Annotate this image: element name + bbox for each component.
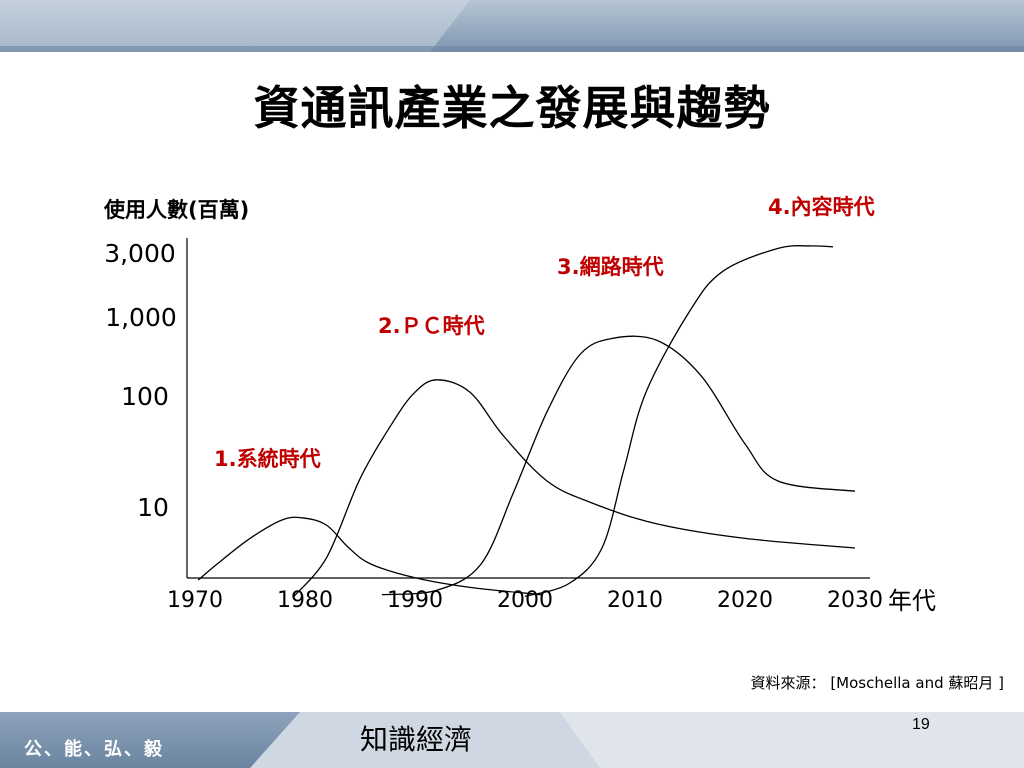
- y-tick-label: 1,000: [105, 303, 177, 332]
- series-label-1: 1.系統時代: [214, 447, 321, 471]
- x-tick-label: 2010: [607, 588, 663, 613]
- series-curve-3: [381, 335, 856, 596]
- series-curve-4: [524, 245, 834, 597]
- bottom-banner: [0, 712, 1024, 768]
- x-tick-label: 2030: [827, 588, 883, 613]
- page-title: 資通訊產業之發展與趨勢: [253, 81, 771, 135]
- source-citation: 資料來源： [Moschella and 蘇昭月 ]: [750, 674, 1004, 692]
- x-tick-label: 2020: [717, 588, 773, 613]
- series-curve-1: [197, 516, 542, 596]
- y-tick-label: 3,000: [104, 239, 176, 268]
- y-axis-label: 使用人數(百萬): [103, 198, 249, 222]
- top-banner: [0, 0, 1024, 52]
- x-tick-label: 1990: [387, 588, 443, 613]
- x-tick-label: 1980: [277, 588, 333, 613]
- series-label-3: 3.網路時代: [557, 255, 664, 279]
- series-label-2: 2.ＰＣ時代: [378, 314, 485, 338]
- footer-topic: 知識經濟: [360, 723, 473, 756]
- page-number: 19: [912, 716, 930, 733]
- series-curve-2: [293, 379, 856, 597]
- y-tick-label: 10: [137, 493, 169, 522]
- x-tick-label: 1970: [167, 588, 223, 613]
- footer-motto: 公、能、弘、毅: [24, 739, 164, 760]
- series-label-4: 4.內容時代: [768, 195, 875, 219]
- x-axis-label: 年代: [888, 587, 936, 615]
- y-tick-label: 100: [121, 382, 169, 411]
